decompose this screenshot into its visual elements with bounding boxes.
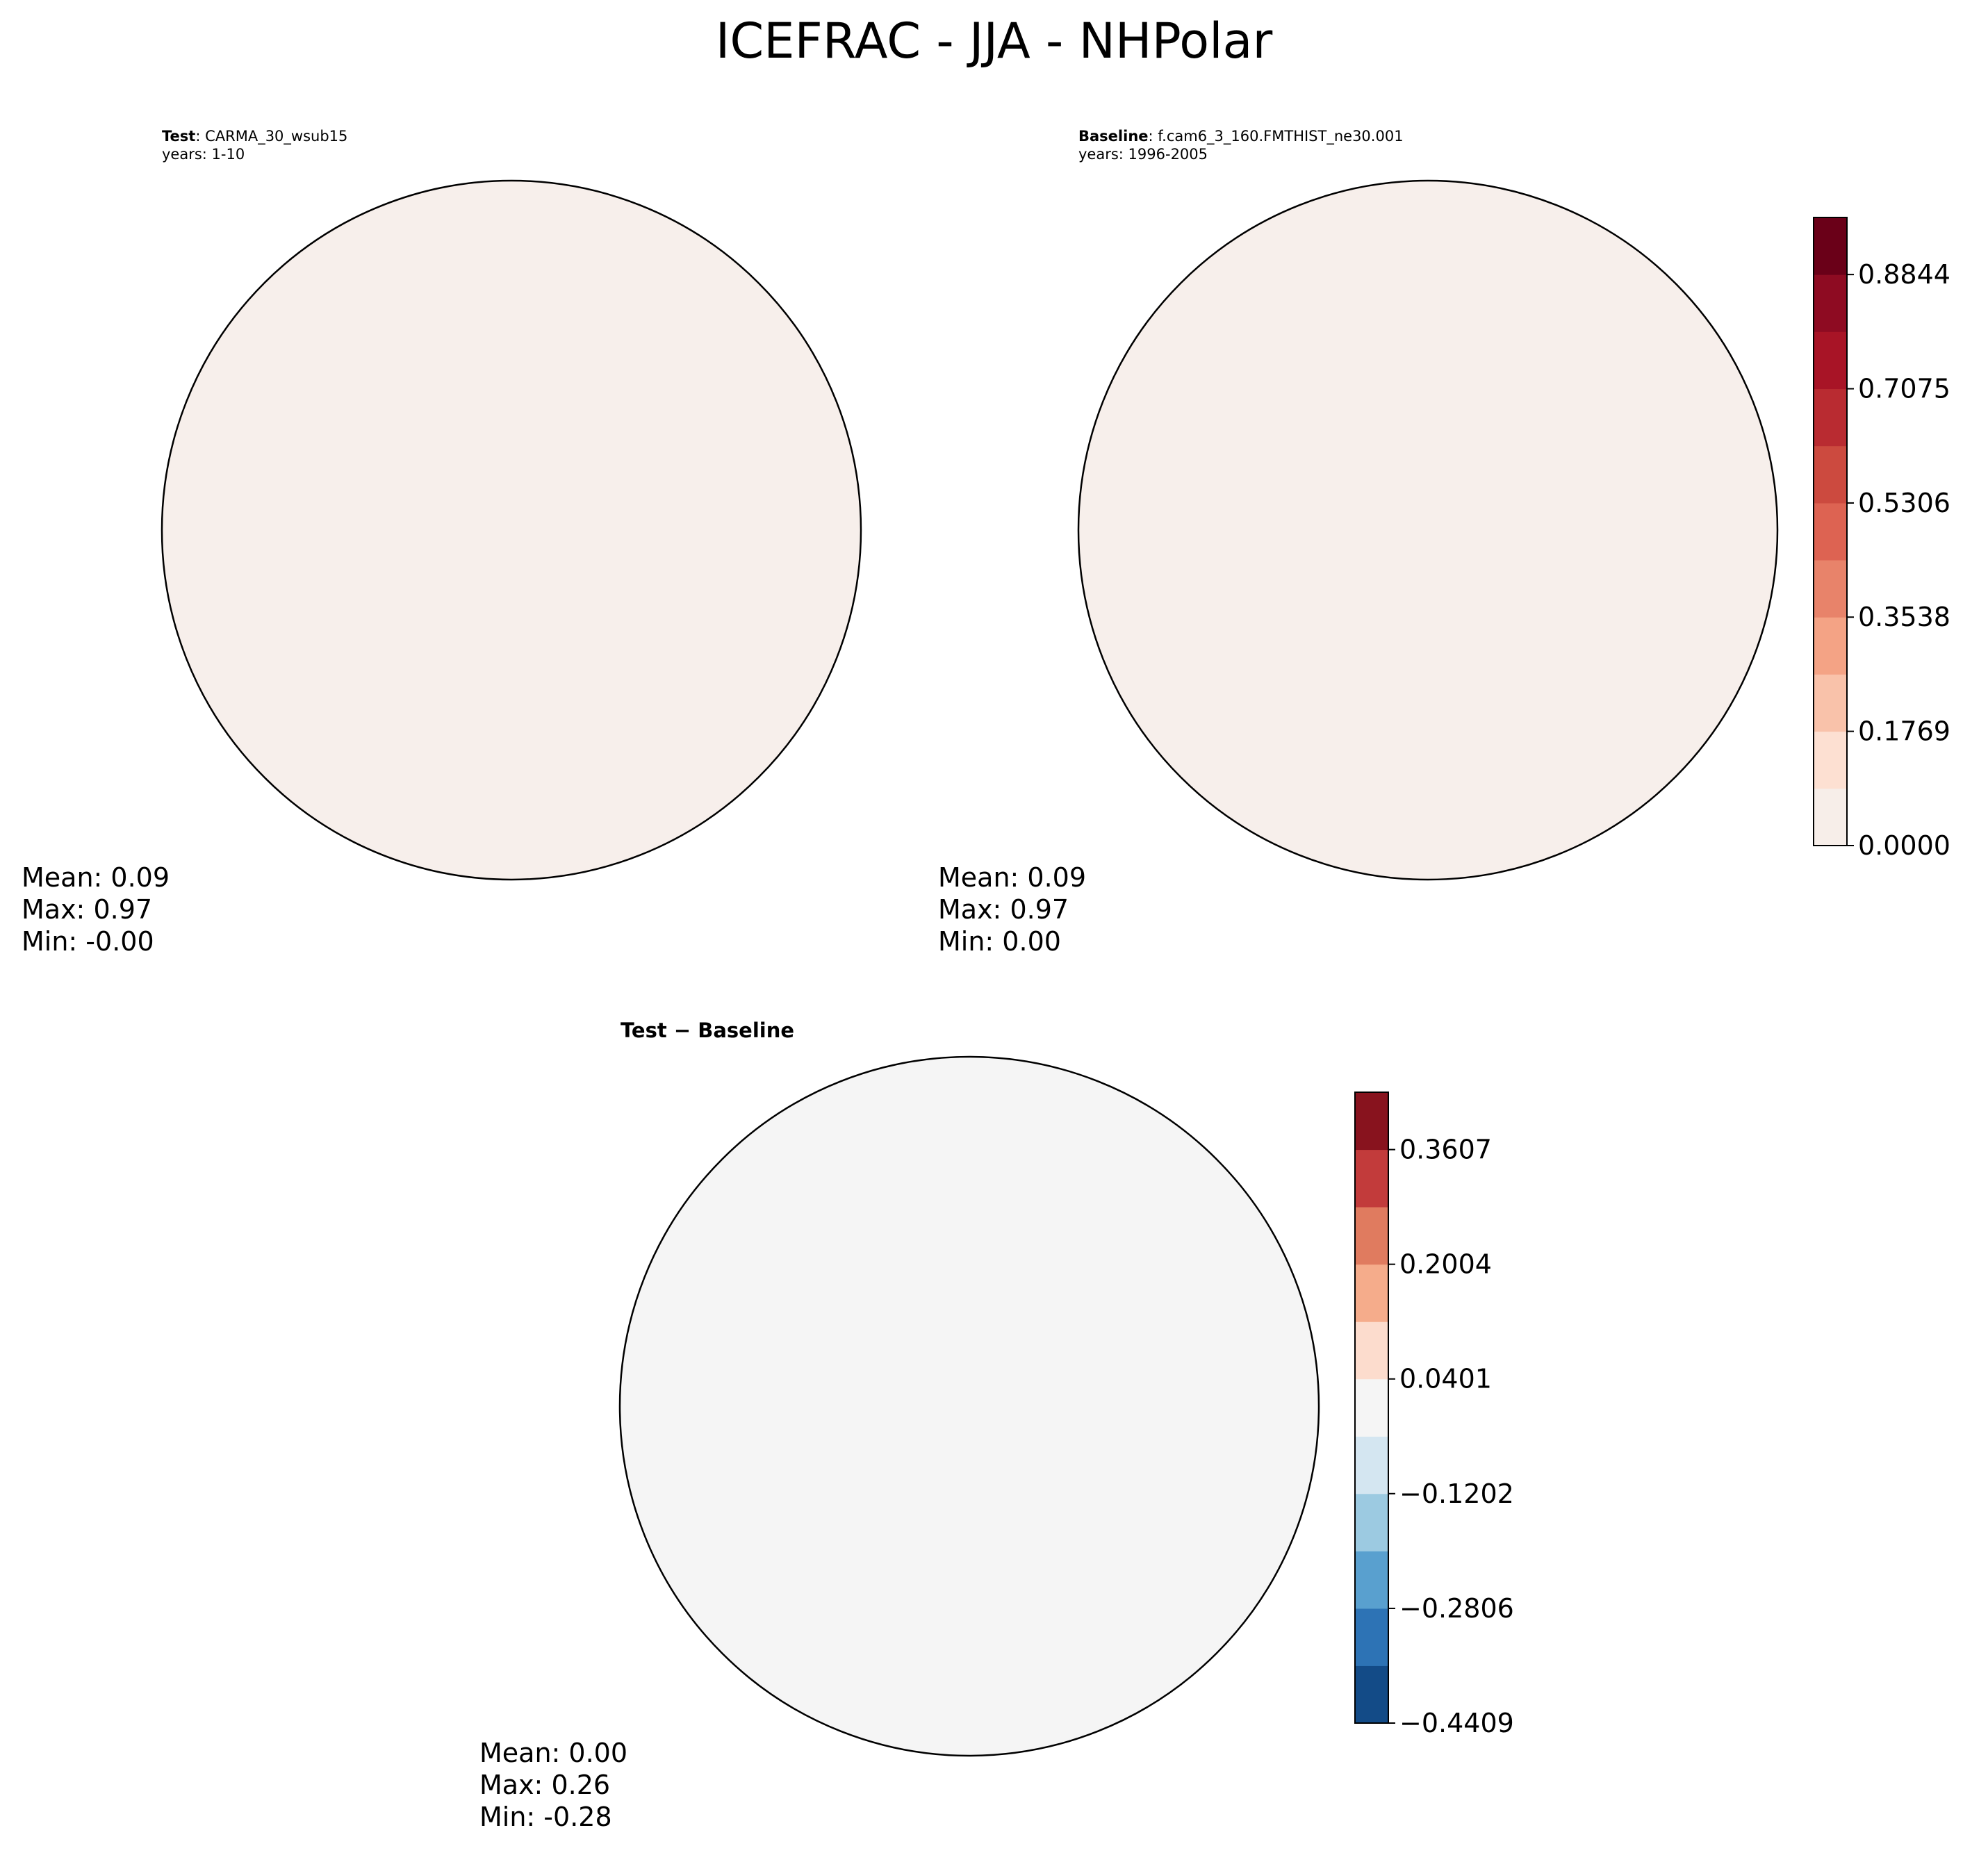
baseline-map-border xyxy=(1077,179,1779,881)
diff-map-border xyxy=(618,1055,1320,1757)
baseline-stats: Mean: 0.09 Max: 0.97 Min: 0.00 xyxy=(938,862,1086,957)
colorbar-segment xyxy=(1355,1551,1388,1609)
colorbar-segment xyxy=(1814,674,1847,732)
colorbar-tick-label: 0.0401 xyxy=(1399,1364,1492,1394)
colorbar-segment xyxy=(1355,1436,1388,1494)
colorbar-segment xyxy=(1814,274,1847,332)
baseline-years: years: 1996-2005 xyxy=(1078,146,1208,163)
test-panel-label: Test: CARMA_30_wsub15 years: 1-10 xyxy=(162,127,347,163)
baseline-stat-mean: Mean: 0.09 xyxy=(938,862,1087,893)
colorbar-segment xyxy=(1355,1092,1388,1151)
diff-stat-mean: Mean: 0.00 xyxy=(479,1738,628,1768)
test-map xyxy=(161,179,862,893)
test-map-border xyxy=(161,179,862,881)
colorbar-tick-label: 0.0000 xyxy=(1858,830,1950,861)
colorbar-diff: −0.4409 −0.2806 −0.1202 0.0401 0.2004 0.3607 xyxy=(1354,1092,1514,1738)
diff-ocean-background xyxy=(620,1057,1319,1756)
figure-title: ICEFRAC - JJA - NHPolar xyxy=(715,13,1273,69)
colorbar-segment xyxy=(1355,1264,1388,1322)
colorbar-tick-label: −0.2806 xyxy=(1399,1593,1514,1624)
test-stat-min: Min: -0.00 xyxy=(22,926,154,957)
test-stats: Mean: 0.09 Max: 0.97 Min: -0.00 xyxy=(22,862,170,957)
baseline-case-name: f.cam6_3_160.FMTHIST_ne30.001 xyxy=(1158,128,1404,145)
baseline-panel-label: Baseline: f.cam6_3_160.FMTHIST_ne30.001 … xyxy=(1078,127,1404,163)
test-case-name: CARMA_30_wsub15 xyxy=(205,128,348,145)
colorbar-segment xyxy=(1355,1321,1388,1380)
diff-map xyxy=(618,1055,1320,1757)
colorbar-segment xyxy=(1355,1493,1388,1551)
test-ocean-background xyxy=(162,181,861,880)
test-stat-max: Max: 0.97 xyxy=(22,894,153,925)
colorbar-tick-label: 0.7075 xyxy=(1858,374,1950,404)
test-label-bold: Test xyxy=(162,128,196,145)
baseline-label-bold: Baseline xyxy=(1078,128,1149,145)
colorbar-segment xyxy=(1814,388,1847,447)
colorbar-tick-label: 0.1769 xyxy=(1858,716,1950,747)
diff-stat-max: Max: 0.26 xyxy=(479,1770,611,1800)
baseline-map xyxy=(1077,179,1779,881)
colorbar-segment xyxy=(1355,1207,1388,1265)
colorbar-icefrac: 0.0000 0.1769 0.3538 0.5306 0.7075 0.8844 xyxy=(1813,217,1950,861)
colorbar-tick-label: −0.4409 xyxy=(1399,1708,1514,1738)
colorbar-tick-label: 0.8844 xyxy=(1858,259,1950,290)
test-stat-mean: Mean: 0.09 xyxy=(22,862,170,893)
diff-stats: Mean: 0.00 Max: 0.26 Min: -0.28 xyxy=(479,1737,627,1833)
colorbar-segment xyxy=(1355,1608,1388,1666)
colorbar-tick-label: 0.3538 xyxy=(1858,602,1950,632)
test-years: years: 1-10 xyxy=(162,146,245,163)
colorbar-border xyxy=(1354,1092,1389,1724)
test-label-sep: : xyxy=(195,128,206,145)
colorbar-segment xyxy=(1814,559,1847,618)
colorbar-segment xyxy=(1814,502,1847,561)
colorbar-tick-label: 0.2004 xyxy=(1399,1249,1492,1280)
colorbar-tick-label: −0.1202 xyxy=(1399,1479,1514,1509)
colorbar-segment xyxy=(1355,1149,1388,1208)
colorbar-segment xyxy=(1814,217,1847,275)
colorbar-segment xyxy=(1814,331,1847,390)
colorbar-tick-label: 0.5306 xyxy=(1858,488,1950,518)
baseline-label-sep: : xyxy=(1148,128,1158,145)
baseline-ocean-background xyxy=(1078,181,1777,880)
colorbar-segment xyxy=(1355,1665,1388,1724)
baseline-stat-max: Max: 0.97 xyxy=(938,894,1069,925)
colorbar-segment xyxy=(1814,617,1847,675)
diff-stat-min: Min: -0.28 xyxy=(479,1802,612,1832)
colorbar-tick-label: 0.3607 xyxy=(1399,1135,1492,1165)
colorbar-segment xyxy=(1814,731,1847,789)
colorbar-segment xyxy=(1814,788,1847,846)
baseline-stat-min: Min: 0.00 xyxy=(938,926,1061,957)
colorbar-segment xyxy=(1814,445,1847,504)
colorbar-border xyxy=(1813,217,1848,846)
diff-panel-title: Test − Baseline xyxy=(621,1019,795,1042)
colorbar-segment xyxy=(1355,1378,1388,1437)
